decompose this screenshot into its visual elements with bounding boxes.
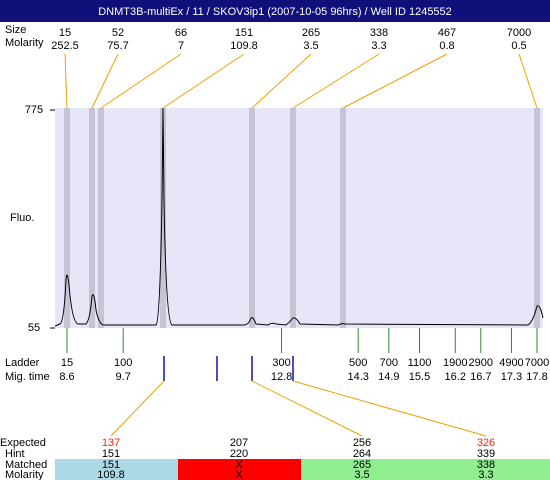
ladder-size: 1900 (443, 357, 467, 369)
expected-connector (110, 380, 165, 437)
peak-size: 338 (370, 27, 388, 39)
ladder-time: 15.5 (409, 371, 430, 383)
expected-value: 207 (230, 437, 248, 449)
expected-connector (251, 380, 363, 437)
peak-molarity: 252.5 (51, 40, 79, 52)
ladder-time: 8.6 (59, 371, 74, 383)
ladder-size: 100 (114, 357, 132, 369)
peak-band (534, 108, 540, 328)
peak-band (160, 108, 166, 328)
y-tick-label: 55 (28, 322, 40, 334)
peak-molarity: 7 (178, 40, 184, 52)
matched-value: 338 (477, 459, 495, 471)
ladder-size: 700 (380, 357, 398, 369)
peak-size: 66 (175, 27, 187, 39)
title-bar (0, 0, 550, 22)
match-band (301, 459, 550, 480)
ladder-time: 9.7 (116, 371, 131, 383)
peak-connector (251, 53, 312, 109)
matched-label: Matched (5, 459, 47, 471)
ladder-time: 17.8 (526, 371, 547, 383)
expected-connector (292, 380, 487, 437)
peak-molarity: 75.7 (107, 40, 128, 52)
ladder-time: 16.7 (470, 371, 491, 383)
peak-connector (518, 53, 538, 109)
ladder-size: 1100 (408, 357, 432, 369)
peak-size: 467 (438, 27, 456, 39)
peak-molarity: 3.3 (371, 40, 386, 52)
ladder-time: 14.3 (347, 371, 368, 383)
peak-size: 265 (302, 27, 320, 39)
peak-molarity: 0.8 (439, 40, 454, 52)
title: DNMT3B-multiEx / 11 / SKOV3ip1 (2007-10-… (98, 6, 452, 18)
y-axis-label: Fluo. (10, 212, 34, 224)
y-tick-label: 775 (25, 104, 43, 116)
peak-connector (292, 53, 380, 109)
peak-connector (342, 53, 448, 109)
ladder-size: 300 (272, 357, 290, 369)
expected-value: 326 (477, 437, 495, 449)
trace (54, 107, 544, 327)
peak-molarity: 0.5 (511, 40, 526, 52)
hint-value: 264 (353, 448, 371, 460)
ladder-time: 14.9 (378, 371, 399, 383)
molarity-value: 3.3 (478, 469, 493, 480)
molarity-label: Molarity (5, 469, 44, 480)
peak-size: 7000 (507, 27, 531, 39)
peak-band (64, 108, 70, 328)
peak-connector (162, 53, 245, 109)
ladder-size: 2900 (469, 357, 493, 369)
mig-time-label: Mig. time (5, 371, 50, 383)
peak-band (89, 108, 95, 328)
peak-band (340, 108, 346, 328)
expected-value: 256 (353, 437, 371, 449)
matched-value: 265 (353, 459, 371, 471)
peak-band (98, 108, 104, 328)
matched-value: X (235, 459, 243, 471)
hint-label: Hint (5, 448, 25, 460)
peak-connector (91, 53, 119, 109)
ladder-size: 7000 (525, 357, 549, 369)
hint-value: 220 (230, 448, 248, 460)
molarity-label: Molarity (5, 37, 44, 49)
peak-molarity: 3.5 (303, 40, 318, 52)
peak-band (290, 108, 296, 328)
peak-size: 151 (235, 27, 253, 39)
hint-value: 339 (477, 448, 495, 460)
ladder-size: 15 (61, 357, 73, 369)
match-band (55, 459, 178, 480)
ladder-time: 17.3 (501, 371, 522, 383)
ladder-time: 12.8 (271, 371, 292, 383)
molarity-value: 109.8 (97, 469, 125, 480)
peak-size: 52 (112, 27, 124, 39)
ladder-time: 16.2 (445, 371, 466, 383)
peak-connector (100, 53, 182, 109)
matched-value: 151 (102, 459, 120, 471)
expected-value: 137 (102, 437, 120, 449)
ladder-size: 500 (349, 357, 367, 369)
match-band (178, 459, 301, 480)
size-label: Size (5, 24, 26, 36)
ladder-size: 4900 (499, 357, 523, 369)
expected-label: Expected (0, 437, 46, 449)
ladder-label: Ladder (5, 357, 40, 369)
peak-molarity: 109.8 (230, 40, 258, 52)
plot-area (55, 108, 543, 328)
molarity-value: 3.5 (354, 469, 369, 480)
molarity-value: X (235, 469, 243, 480)
peak-band (249, 108, 255, 328)
hint-value: 151 (102, 448, 120, 460)
peak-size: 15 (59, 27, 71, 39)
peak-connector (64, 53, 68, 109)
